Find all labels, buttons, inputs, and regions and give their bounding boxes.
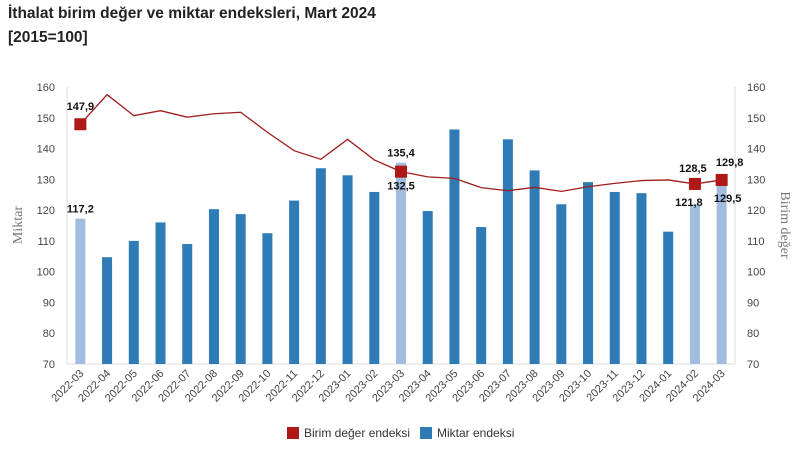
bar-2023-08 — [529, 170, 540, 364]
left-tick-label: 160 — [37, 82, 55, 94]
bar-2023-07 — [502, 139, 513, 364]
bar-2023-10 — [583, 182, 594, 364]
right-tick-label: 140 — [747, 144, 765, 156]
left-tick-label: 140 — [37, 144, 55, 156]
bar-data-label: 135,4 — [387, 148, 415, 160]
right-tick-label: 110 — [747, 236, 765, 248]
marker-2022-03 — [74, 118, 87, 131]
right-tick-label: 90 — [747, 297, 759, 309]
chart-subtitle: [2015=100] — [8, 29, 88, 46]
bar-data-label: 121,8 — [675, 197, 703, 209]
left-tick-label: 90 — [43, 297, 55, 309]
bar-2023-11 — [609, 191, 620, 364]
right-tick-label: 160 — [747, 82, 765, 94]
right-tick-label: 80 — [747, 328, 759, 340]
bar-2023-04 — [422, 211, 433, 364]
bar-2023-01 — [342, 175, 353, 364]
bar-2023-03 — [396, 162, 406, 364]
left-tick-label: 150 — [37, 113, 55, 125]
legend-label-birim-deger: Birim değer endeksi — [304, 426, 410, 440]
left-axis-label: Miktar — [11, 206, 26, 244]
bar-data-label: 117,2 — [67, 204, 94, 216]
bar-2024-01 — [663, 231, 674, 364]
bar-2022-08 — [208, 209, 219, 364]
marker-2024-03 — [715, 173, 728, 186]
bar-2023-12 — [636, 193, 647, 364]
right-tick-label: 130 — [747, 174, 765, 186]
bar-2022-06 — [155, 222, 166, 364]
bar-2022-12 — [315, 168, 326, 364]
bar-2022-10 — [262, 233, 273, 364]
right-axis-label: Birim değer — [777, 191, 792, 259]
right-tick-label: 70 — [747, 359, 759, 371]
bar-2022-04 — [102, 257, 113, 364]
marker-2023-03 — [395, 165, 407, 178]
bar-2022-03 — [75, 218, 86, 364]
left-tick-label: 110 — [37, 236, 55, 248]
left-tick-label: 80 — [43, 328, 55, 340]
left-tick-label: 130 — [37, 174, 55, 186]
left-tick-label: 100 — [37, 267, 55, 279]
line-data-label: 132,5 — [387, 181, 415, 193]
bar-2023-02 — [369, 191, 380, 364]
bar-2023-06 — [476, 227, 487, 364]
line-data-label: 128,5 — [679, 163, 707, 175]
right-tick-label: 150 — [747, 113, 765, 125]
marker-2024-02 — [688, 177, 701, 190]
left-tick-label: 70 — [43, 359, 55, 371]
bar-2023-09 — [556, 204, 567, 364]
bar-2022-09 — [235, 214, 246, 364]
legend-swatch-miktar — [420, 427, 432, 439]
line-data-label: 129,8 — [716, 157, 744, 169]
chart-title: İthalat birim değer ve miktar endeksleri… — [8, 5, 376, 22]
bar-data-label: 129,5 — [714, 193, 742, 205]
right-tick-label: 100 — [747, 267, 765, 279]
line-data-label: 147,9 — [67, 101, 95, 113]
legend-label-miktar: Miktar endeksi — [437, 426, 514, 440]
bar-2022-11 — [289, 200, 300, 364]
left-tick-label: 120 — [37, 205, 55, 217]
bar-2022-07 — [182, 243, 193, 364]
bar-2022-05 — [128, 240, 139, 364]
bar-2024-03 — [716, 180, 727, 364]
bar-2023-05 — [449, 129, 460, 364]
bar-2024-02 — [689, 204, 700, 364]
right-tick-label: 120 — [747, 205, 765, 217]
legend-swatch-birim-deger — [287, 427, 299, 439]
